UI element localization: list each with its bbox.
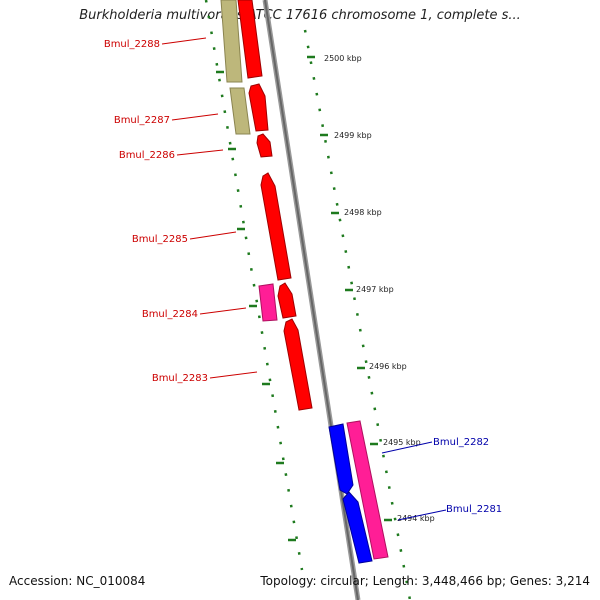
cds-bmul-2287[interactable] [248, 83, 269, 132]
map-title: Burkholderia multivorans ATCC 17616 chro… [79, 8, 521, 23]
cds-bmul-2282[interactable] [328, 423, 354, 495]
cds-bmul-2281[interactable] [342, 491, 373, 564]
kbp-label-2500: 2500 kbp [324, 54, 362, 63]
topology-label: Topology: circular; Length: 3,448,466 bp… [260, 574, 590, 588]
inner-tick-ring [204, 0, 304, 571]
inner-major-ticks [216, 70, 296, 542]
kbp-label-2498: 2498 kbp [344, 208, 382, 217]
outer-tick-ring [303, 29, 412, 600]
kbp-label-2497: 2497 kbp [356, 285, 394, 294]
gene-label-bmul-2285[interactable]: Bmul_2285 [132, 234, 188, 245]
gene-label-bmul-2286[interactable]: Bmul_2286 [119, 150, 175, 161]
outer-major-ticks [307, 55, 392, 522]
kbp-label-2495: 2495 kbp [383, 438, 421, 447]
kbp-label-2496: 2496 kbp [369, 362, 407, 371]
cds-bmul-2285[interactable] [260, 172, 292, 281]
kbp-label-2499: 2499 kbp [334, 131, 372, 140]
gene-label-bmul-2282[interactable]: Bmul_2282 [433, 437, 489, 448]
gene-label-bmul-2283[interactable]: Bmul_2283 [152, 373, 208, 384]
olive-feature-2287[interactable] [229, 87, 251, 135]
accession-label: Accession: NC_010084 [9, 574, 146, 588]
magenta-feature-2284[interactable] [258, 283, 278, 322]
cds-bmul-2283[interactable] [283, 318, 313, 411]
gene-label-connectors [161, 37, 258, 379]
gene-label-bmul-2281[interactable]: Bmul_2281 [446, 504, 502, 515]
cds-bmul-2284[interactable] [277, 282, 297, 319]
chromosome-backbone [262, 0, 361, 600]
gene-label-bmul-2284[interactable]: Bmul_2284 [142, 309, 198, 320]
olive-feature-2288[interactable] [220, 0, 243, 83]
magenta-feature-2282[interactable] [346, 420, 389, 560]
gene-label-connectors-blue [381, 441, 447, 521]
cds-bmul-2286[interactable] [256, 133, 273, 158]
cds-bmul-2288[interactable] [237, 0, 263, 79]
gene-label-bmul-2288[interactable]: Bmul_2288 [104, 39, 160, 50]
gene-label-bmul-2287[interactable]: Bmul_2287 [114, 115, 170, 126]
kbp-label-2494: 2494 kbp [397, 514, 435, 523]
